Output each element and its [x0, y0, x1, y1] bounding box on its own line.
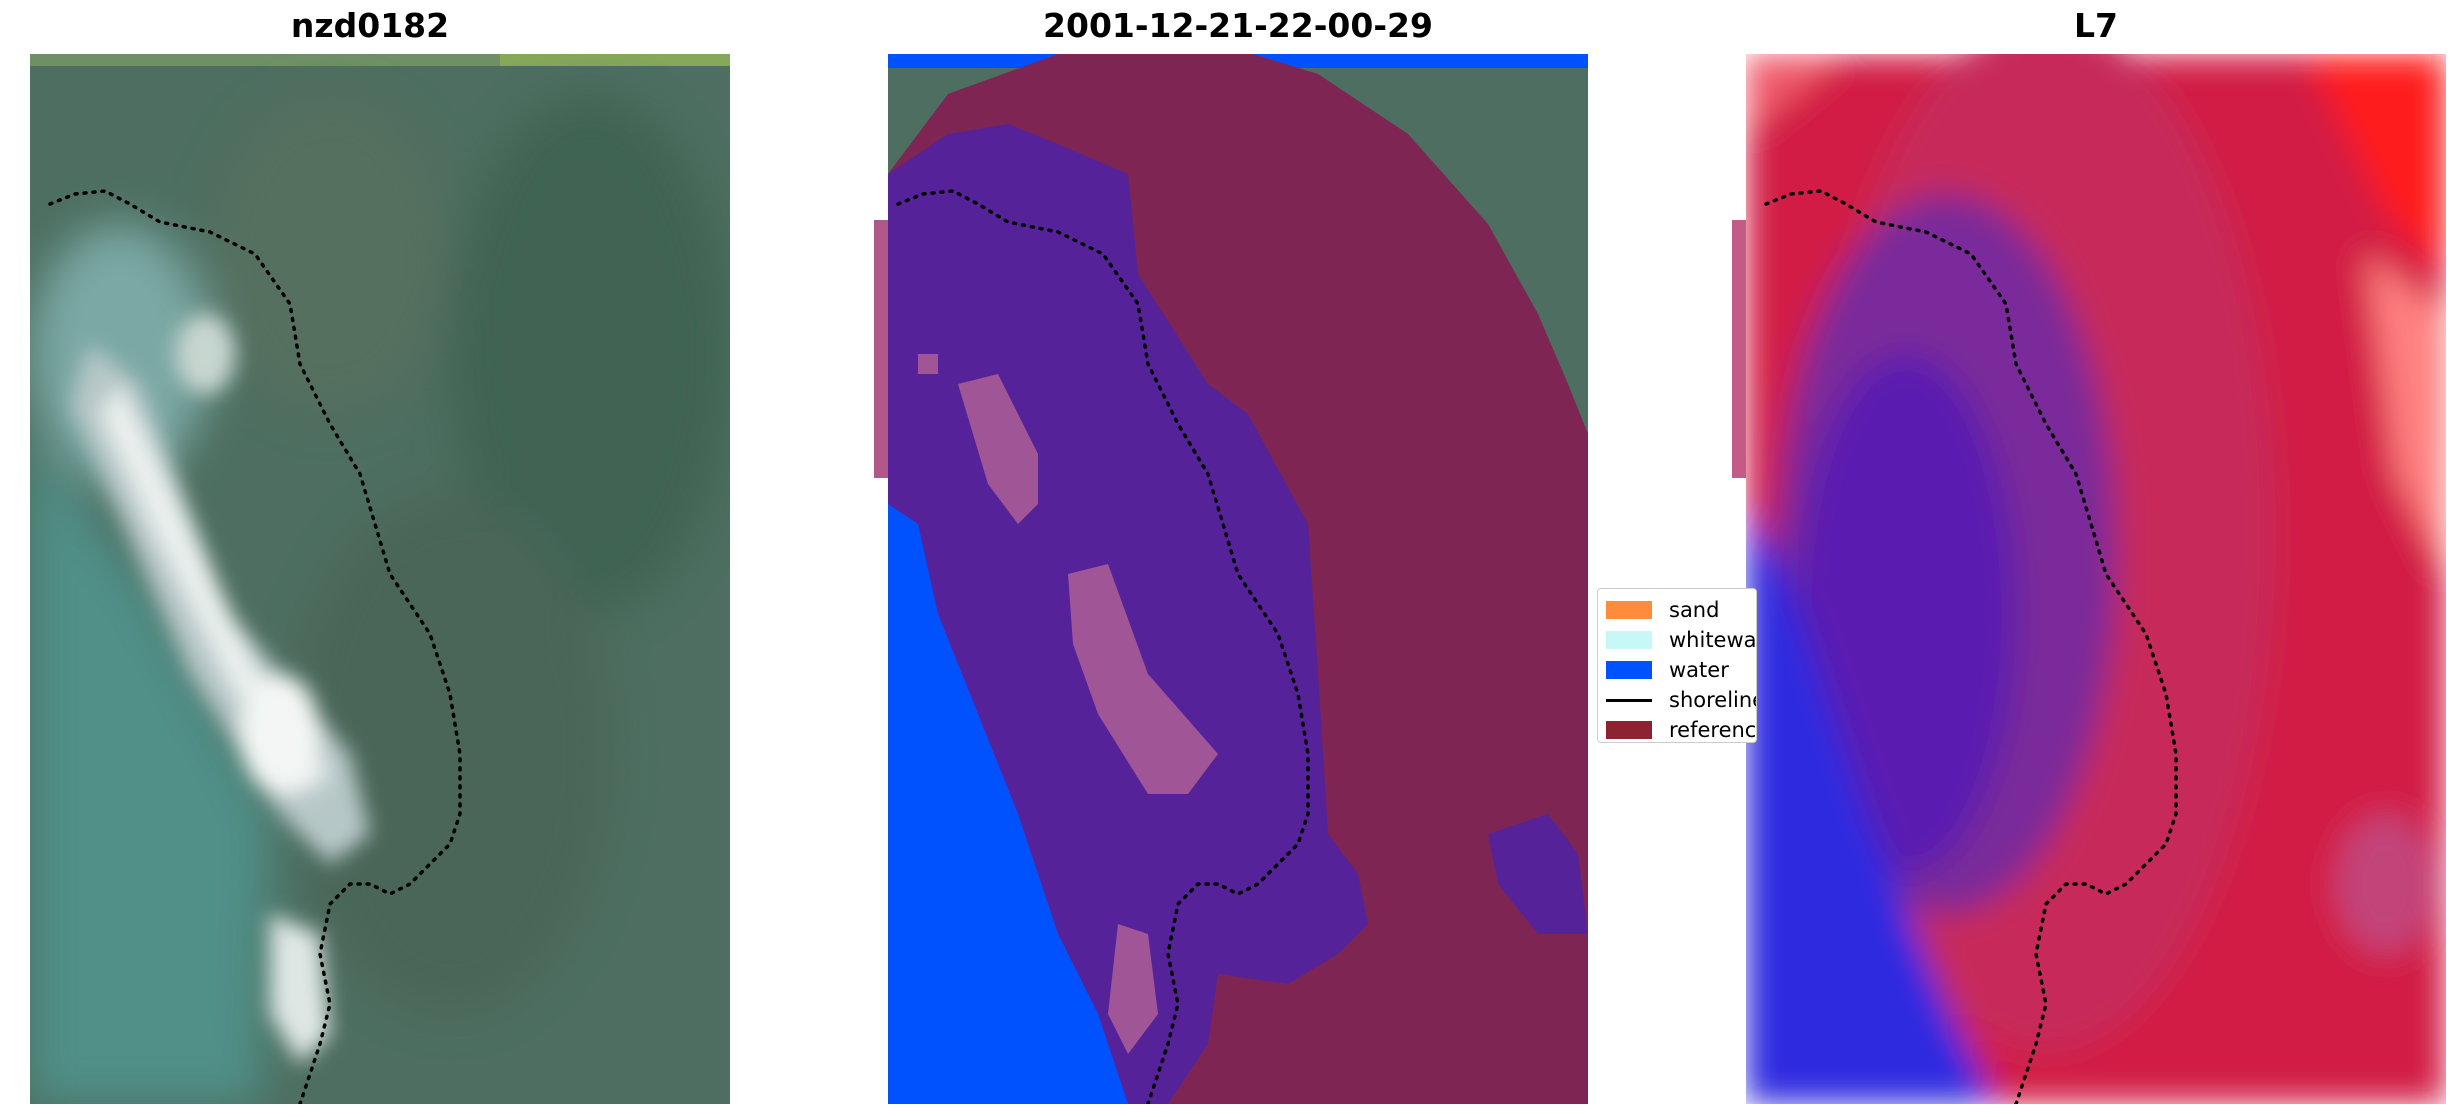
whitewater-swatch — [1606, 631, 1652, 649]
legend-item-whitewater: whitewater — [1606, 626, 1757, 654]
legend-label-whitewater: whitewater — [1669, 628, 1757, 652]
legend-item-shoreline: shoreline — [1606, 686, 1757, 714]
legend-label-water: water — [1669, 658, 1729, 682]
sand-swatch — [1606, 601, 1652, 619]
panel-title-classified: 2001-12-21-22-00-29 — [1043, 6, 1433, 45]
legend-item-sand: sand — [1606, 596, 1719, 624]
legend-label-shoreline: shoreline — [1669, 688, 1757, 712]
shoreline-line-swatch — [1606, 698, 1652, 702]
pink-strip-middle — [874, 220, 888, 478]
shoreline-overlay-right — [1764, 189, 2178, 1104]
legend-label-sand: sand — [1669, 598, 1720, 622]
panel-title-rgb: nzd0182 — [290, 6, 450, 45]
shoreline-overlay-middle — [896, 189, 1310, 1104]
legend-item-water: water — [1606, 656, 1729, 684]
panel-title-index: L7 — [2074, 6, 2118, 45]
index-image-panel — [1746, 54, 2446, 1104]
legend-item-reference: reference — [1606, 716, 1757, 742]
rgb-image-panel — [30, 54, 730, 1104]
legend-label-reference: reference — [1669, 718, 1757, 742]
shoreline-overlay-left — [48, 189, 462, 1104]
legend: sand whitewater water shoreline referenc… — [1597, 588, 1757, 743]
water-swatch — [1606, 661, 1652, 679]
reference-swatch — [1606, 721, 1652, 739]
classified-image-panel — [888, 54, 1588, 1104]
pink-strip-right — [1732, 220, 1746, 478]
